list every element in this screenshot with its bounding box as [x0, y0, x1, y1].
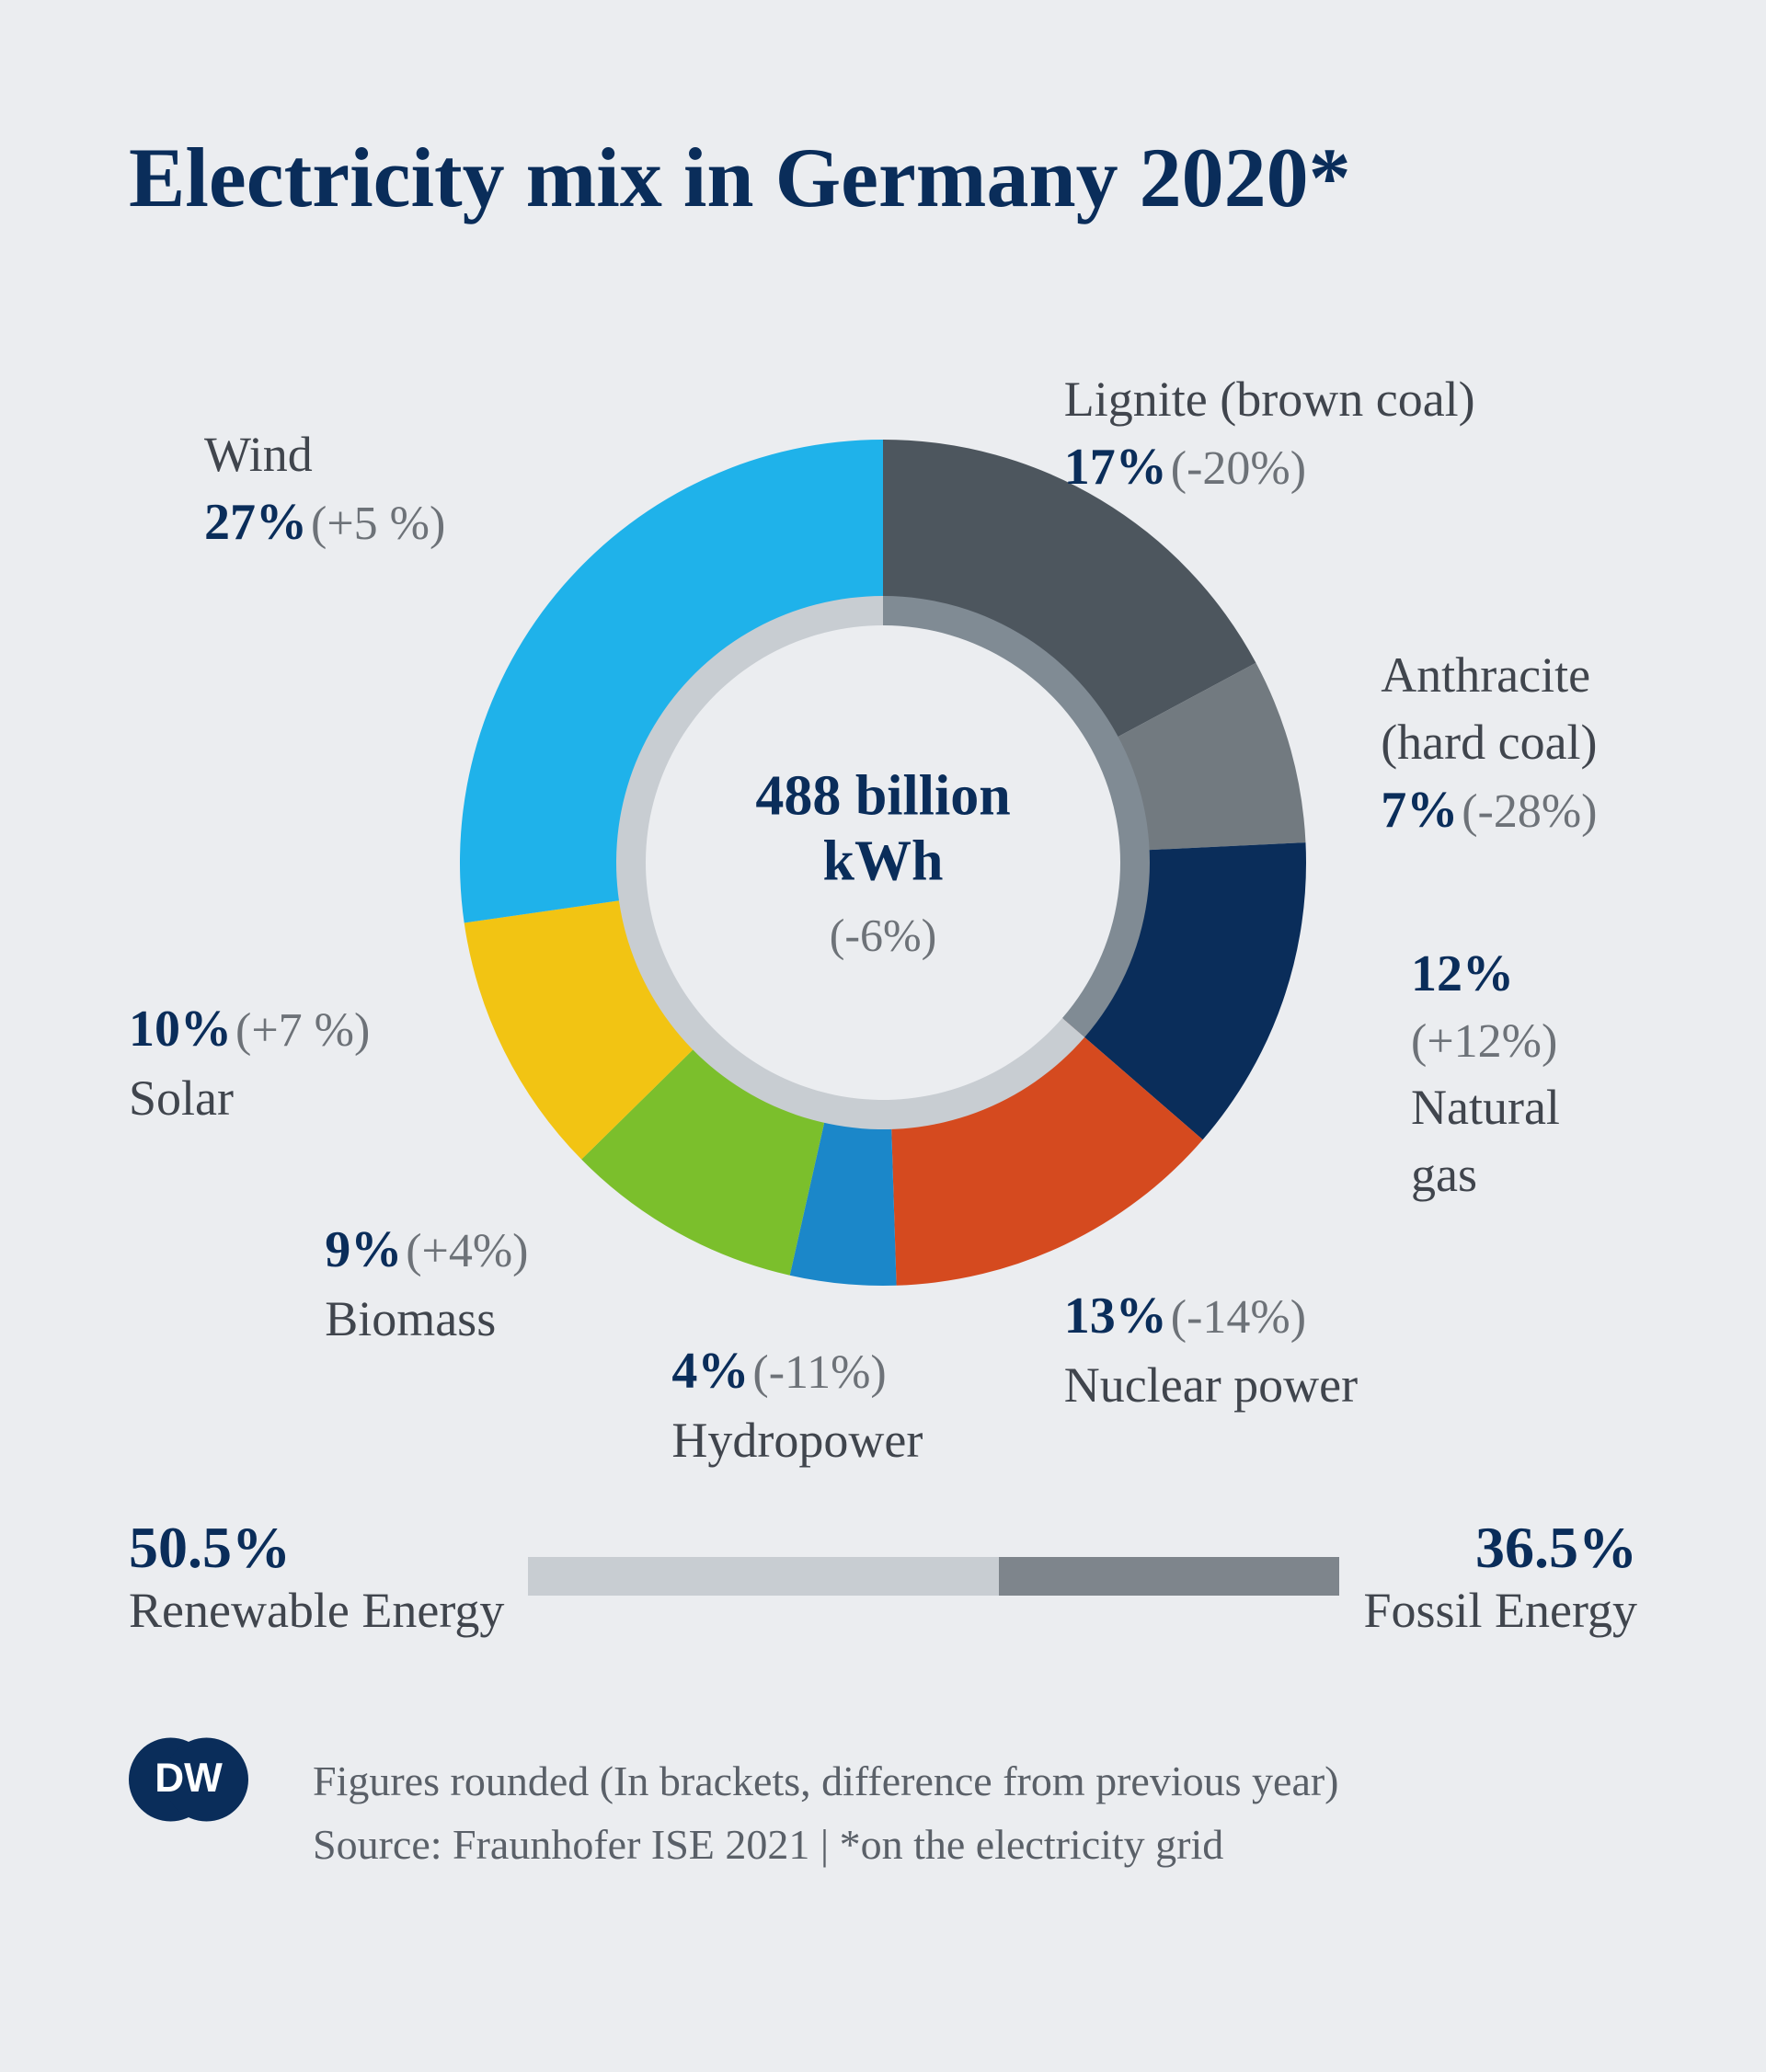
pct-hydro: 4%	[671, 1343, 749, 1400]
svg-text:DW: DW	[155, 1756, 223, 1801]
delta-lignite: (-20%)	[1171, 442, 1306, 495]
label-solar: 10% (+7 %)Solar	[129, 995, 370, 1131]
summary-bar	[528, 1557, 1339, 1596]
label-hydro: 4% (-11%) Hydropower	[671, 1337, 923, 1473]
center-delta: (-6%)	[708, 908, 1058, 961]
summary-bar-fossil	[999, 1557, 1339, 1596]
pct-biomass: 9%	[325, 1221, 402, 1278]
delta-wind: (+5 %)	[311, 498, 445, 550]
name-natgas: Natural gas	[1411, 1080, 1560, 1202]
label-lignite: Lignite (brown coal) 17% (-20%)	[1064, 366, 1475, 502]
label-wind: Wind 27% (+5 %)	[204, 421, 445, 557]
page-title: Electricity mix in Germany 2020*	[129, 129, 1637, 226]
delta-solar: (+7 %)	[235, 1004, 370, 1057]
pct-natgas: 12%	[1411, 945, 1514, 1002]
footnote: Figures rounded (In brackets, difference…	[129, 1749, 1637, 1876]
name-hydro: Hydropower	[671, 1413, 923, 1468]
delta-nuclear: (-14%)	[1171, 1291, 1306, 1344]
footnote-line2: Source: Fraunhofer ISE 2021 | *on the el…	[313, 1813, 1637, 1876]
delta-anthracite: (-28%)	[1462, 785, 1597, 838]
donut-chart: 488 billion kWh (-6%) Lignite (brown coa…	[129, 355, 1637, 1459]
name-lignite: Lignite (brown coal)	[1064, 372, 1475, 427]
pct-wind: 27%	[204, 494, 307, 551]
fossil-name: Fossil Energy	[1363, 1582, 1637, 1639]
summary-bar-row: 50.5% Renewable Energy 36.5% Fossil Ener…	[129, 1514, 1637, 1639]
summary-fossil: 36.5% Fossil Energy	[1363, 1514, 1637, 1639]
footnote-line1: Figures rounded (In brackets, difference…	[313, 1749, 1637, 1813]
infographic-container: Electricity mix in Germany 2020* 488 bil…	[18, 37, 1748, 1950]
name-solar: Solar	[129, 1070, 234, 1126]
name-nuclear: Nuclear power	[1064, 1357, 1358, 1413]
name-biomass: Biomass	[325, 1291, 496, 1346]
label-nuclear: 13% (-14%) Nuclear power	[1064, 1282, 1358, 1418]
center-value: 488 billion kWh	[708, 764, 1058, 896]
pct-solar: 10%	[129, 1001, 232, 1058]
pct-lignite: 17%	[1064, 439, 1167, 496]
donut-center: 488 billion kWh (-6%)	[708, 764, 1058, 962]
summary-renewable: 50.5% Renewable Energy	[129, 1514, 504, 1639]
name-wind: Wind	[204, 427, 313, 482]
delta-hydro: (-11%)	[752, 1346, 886, 1399]
name-anthracite-0: Anthracite	[1381, 647, 1590, 703]
pct-anthracite: 7%	[1381, 782, 1458, 839]
dw-logo-icon: DW	[129, 1720, 248, 1839]
delta-biomass: (+4%)	[406, 1225, 528, 1277]
label-anthracite: Anthracite (hard coal) 7% (-28%)	[1381, 642, 1597, 845]
renewable-pct: 50.5%	[129, 1514, 504, 1582]
label-biomass: 9% (+4%) Biomass	[325, 1216, 528, 1352]
renewable-name: Renewable Energy	[129, 1582, 504, 1639]
label-natgas: 12% (+12%) Natural gas	[1411, 940, 1637, 1208]
delta-natgas: (+12%)	[1411, 1015, 1557, 1068]
fossil-pct: 36.5%	[1363, 1514, 1637, 1582]
name-anthracite-1: (hard coal)	[1381, 715, 1597, 770]
pct-nuclear: 13%	[1064, 1288, 1167, 1345]
